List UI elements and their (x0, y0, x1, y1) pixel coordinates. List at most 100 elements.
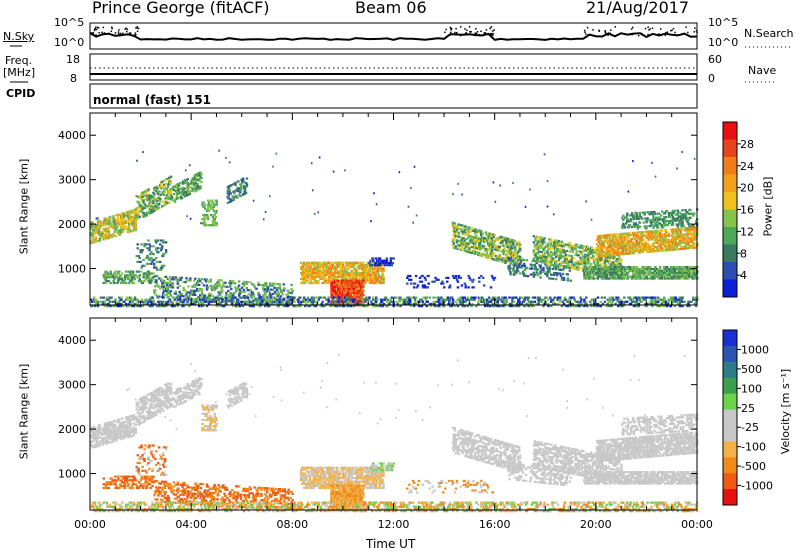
power-heatmap-cell (118, 305, 121, 308)
power-heatmap-cell (240, 184, 243, 187)
power-heatmap-cell (564, 305, 568, 308)
power-heatmap-cell (464, 250, 467, 253)
power-heatmap-cell (538, 250, 541, 253)
power-heatmap-cell (359, 271, 362, 274)
nsearch-point (489, 27, 491, 30)
nsearch-point (134, 34, 136, 36)
power-heatmap-cell (505, 300, 508, 303)
power-heatmap-cell (130, 211, 134, 214)
power-heatmap-cell (212, 205, 216, 208)
power-heatmap-cell (541, 240, 544, 244)
power-heatmap-cell (447, 296, 450, 299)
power-heatmap-cell (413, 305, 416, 308)
power-heatmap-cell (349, 293, 352, 297)
power-heatmap-cell (193, 300, 196, 303)
power-heatmap-cell (248, 305, 251, 308)
power-heatmap-cell (587, 258, 590, 261)
power-heatmap-cell (109, 281, 112, 285)
power-heatmap-cell (209, 278, 212, 281)
power-heatmap-cell (167, 195, 170, 198)
power-heatmap-cell (271, 288, 275, 291)
power-heatmap-cell (595, 305, 599, 308)
power-heatmap-cell (297, 298, 300, 301)
power-heatmap-cell (278, 283, 282, 286)
power-heatmap-cell (488, 298, 492, 301)
nsearch-point (632, 26, 634, 29)
power-heatmap-cell (559, 254, 563, 258)
power-heatmap-cell (133, 213, 136, 216)
power-heatmap-cell (527, 305, 531, 308)
power-heatmap-cell (304, 269, 308, 272)
power-heatmap-cell (198, 305, 201, 308)
power-heatmap-cell (611, 266, 614, 269)
power-heatmap-cell (133, 298, 137, 301)
power-heatmap-cell (607, 266, 610, 269)
power-heatmap-cell (218, 285, 221, 288)
nsearch-point (91, 32, 93, 34)
power-heatmap-cell (221, 298, 224, 301)
power-heatmap-cell (153, 187, 156, 190)
power-heatmap-cell (546, 250, 549, 253)
nsearch-point (469, 33, 471, 35)
nsearch-point (647, 33, 649, 36)
power-heatmap-cell (421, 300, 425, 303)
power-heatmap-cell (411, 296, 414, 299)
power-heatmap-cell (492, 296, 496, 299)
power-heatmap-cell (165, 283, 169, 287)
power-heatmap-cell (506, 254, 509, 257)
power-heatmap-cell (132, 305, 136, 308)
power-heatmap-cell (358, 293, 361, 297)
power-heatmap-cell (341, 261, 345, 264)
power-heatmap-cell (300, 302, 303, 306)
power-heatmap-cell (213, 220, 216, 223)
power-heatmap-cell (457, 227, 460, 230)
power-heatmap-cell (139, 305, 142, 308)
power-heatmap-cell (215, 203, 218, 206)
power-heatmap-cell (611, 300, 614, 303)
power-heatmap-cell (179, 278, 182, 281)
power-heatmap-cell (150, 205, 153, 208)
power-heatmap-cell (485, 300, 489, 303)
nsearch-point (449, 26, 452, 29)
power-heatmap-cell (598, 267, 602, 271)
power-heatmap-cell (690, 300, 693, 303)
power-heatmap-cell (571, 251, 574, 254)
power-heatmap-cell (581, 244, 584, 247)
power-heatmap-cell (155, 266, 158, 269)
power-heatmap-cell (154, 293, 157, 296)
power-heatmap-cell (246, 281, 249, 284)
power-heatmap-cell (214, 285, 217, 288)
power-heatmap-cell (502, 253, 505, 256)
power-heatmap-cell (200, 173, 203, 176)
power-heatmap-cell (559, 252, 563, 255)
power-heatmap-cell (198, 288, 201, 291)
power-heatmap-cell (428, 296, 431, 299)
power-heatmap-cell (509, 267, 512, 270)
power-heatmap-cell (122, 228, 126, 231)
power-heatmap-cell (520, 258, 524, 261)
power-heatmap-cell (463, 229, 466, 232)
power-heatmap-cell (364, 271, 367, 274)
power-heatmap-cell (578, 262, 581, 265)
power-heatmap-cell (471, 252, 474, 255)
power-heatmap-cell (167, 278, 171, 281)
power-heatmap-cell (114, 298, 117, 301)
power-heatmap-cell (481, 296, 484, 299)
power-heatmap-cell (312, 281, 315, 285)
power-heatmap-cell (562, 302, 566, 306)
power-heatmap-cell (483, 300, 486, 303)
power-heatmap-cell (96, 239, 100, 243)
power-heatmap-cell (137, 270, 141, 273)
power-heatmap-cell (180, 196, 184, 200)
power-heatmap-cell (332, 273, 336, 276)
power-heatmap-cell (319, 277, 322, 280)
power-heatmap-cell (370, 261, 374, 264)
power-heatmap-cell (145, 205, 148, 209)
power-heatmap-cell (207, 300, 211, 303)
power-heatmap-cell (94, 236, 98, 239)
power-heatmap-cell (345, 296, 349, 299)
power-heatmap-cell (600, 263, 604, 266)
power-heatmap-cell (567, 262, 570, 265)
power-heatmap-cell (117, 221, 120, 224)
power-heatmap-cell (96, 302, 100, 306)
